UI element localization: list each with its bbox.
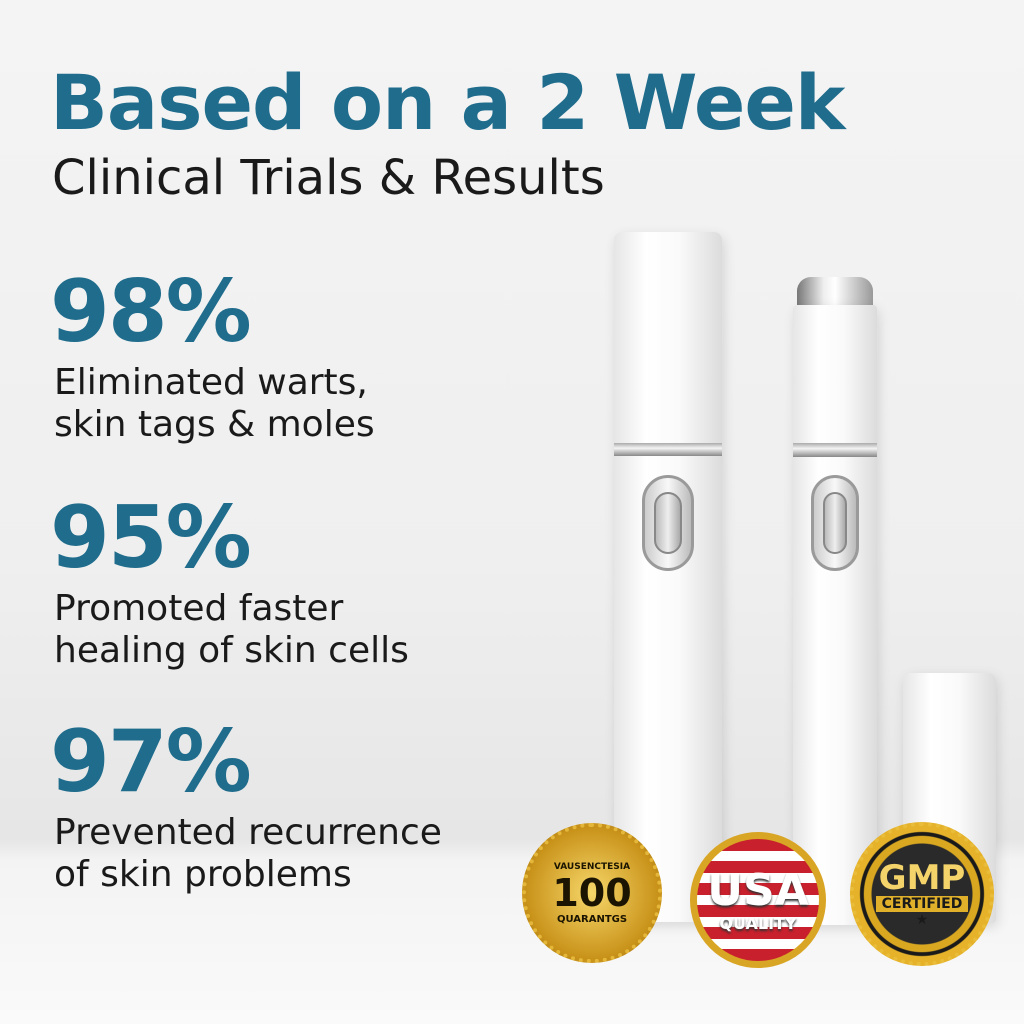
pen-capped	[614, 232, 722, 922]
pen-open	[793, 305, 877, 925]
stat-desc-2: Promoted faster healing of skin cells	[54, 588, 409, 671]
stat-desc-3: Prevented recurrence of skin problems	[54, 812, 442, 895]
headline-subtitle: Clinical Trials & Results	[52, 150, 605, 206]
usa-quality-badge: USA QUALITY	[690, 832, 826, 968]
pen-power-button	[811, 475, 859, 571]
pen-band	[793, 443, 877, 457]
gmp-certified-badge: GMP CERTIFIED ★	[850, 822, 994, 966]
stat-value-3: 97%	[50, 712, 252, 812]
star-icon: ★	[915, 912, 929, 928]
headline-title: Based on a 2 Week	[50, 58, 845, 147]
stat-value-2: 95%	[50, 488, 252, 588]
pen-band	[614, 443, 722, 456]
pen-power-button	[642, 475, 694, 571]
pen-metal-tip	[797, 277, 873, 309]
stat-value-1: 98%	[50, 262, 252, 362]
stat-desc-1: Eliminated warts, skin tags & moles	[54, 362, 375, 445]
guarantee-badge: VAUSENCTESIA 100 QUARANTGS	[522, 823, 662, 963]
